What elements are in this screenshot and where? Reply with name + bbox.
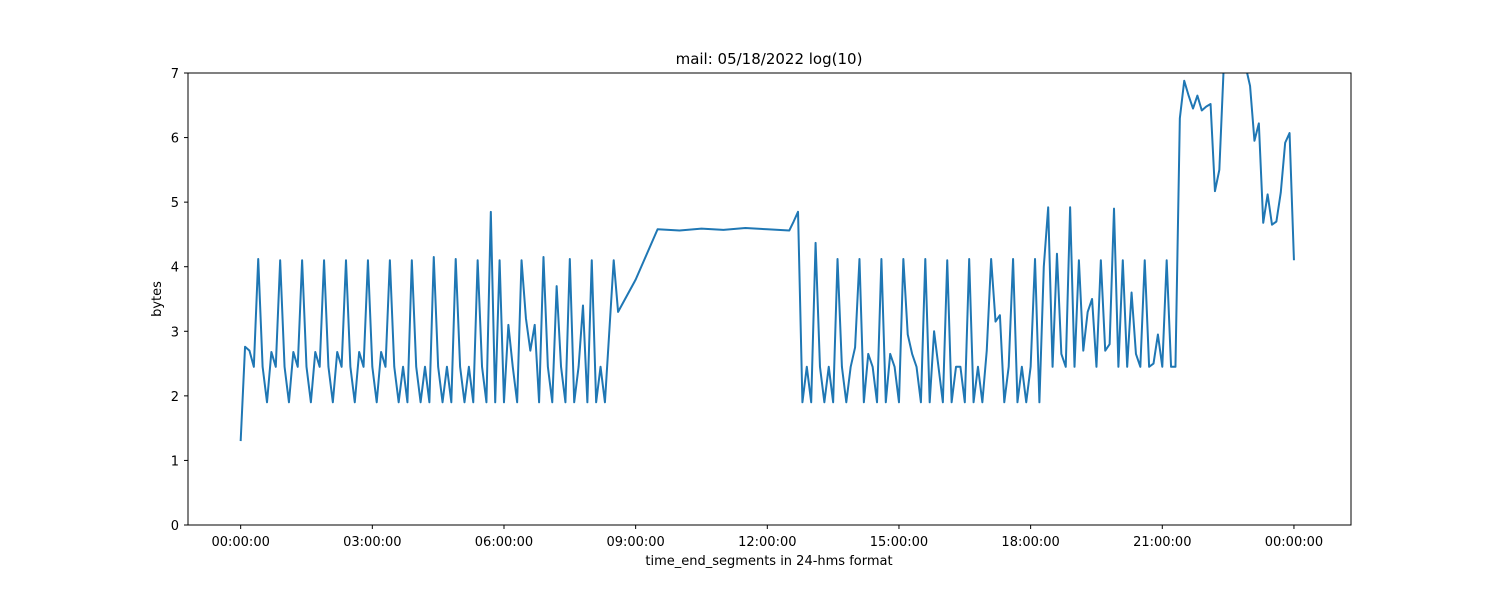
x-axis-label: time_end_segments in 24-hms format [645, 554, 892, 569]
x-tick-label-0: 00:00:00 [211, 535, 269, 550]
x-tick-label-1: 03:00:00 [343, 535, 401, 550]
x-tick-label-5: 15:00:00 [870, 535, 928, 550]
x-tick-label-8: 00:00:00 [1265, 535, 1323, 550]
series-line-0 [239, 73, 1295, 442]
x-axis-ticks: 00:00:00 03:00:00 06:00:00 09:00:00 12:00:00… [211, 525, 1323, 550]
x-tick-label-6: 18:00:00 [1001, 535, 1059, 550]
y-tick-label-2: 2 [171, 390, 179, 405]
y-tick-label-3: 3 [171, 325, 179, 340]
x-tick-label-2: 06:00:00 [475, 535, 533, 550]
x-tick-label-7: 21:00:00 [1133, 535, 1191, 550]
chart-title: mail: 05/18/2022 log(10) [676, 50, 863, 68]
y-tick-label-0: 0 [171, 519, 179, 534]
y-tick-label-6: 6 [171, 132, 179, 147]
plot-frame [187, 72, 1352, 526]
x-tick-label-4: 12:00:00 [738, 535, 796, 550]
y-tick-label-1: 1 [171, 454, 179, 469]
y-tick-label-7: 7 [171, 67, 179, 82]
y-tick-label-4: 4 [171, 261, 179, 276]
plot-area [239, 73, 1295, 442]
y-axis-ticks: 0 1 2 3 4 5 6 7 [171, 67, 188, 534]
y-tick-label-5: 5 [171, 196, 179, 211]
y-axis-label: bytes [150, 281, 165, 317]
x-tick-label-3: 09:00:00 [606, 535, 664, 550]
